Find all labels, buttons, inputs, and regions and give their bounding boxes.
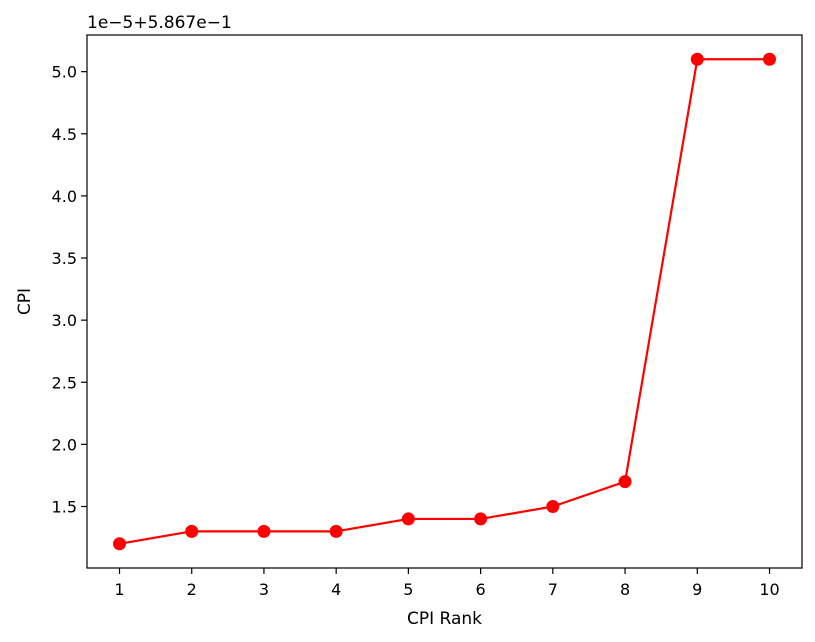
x-tick-label: 7 (548, 580, 558, 599)
y-axis-label: CPI (15, 288, 35, 315)
y-tick-label: 1.5 (52, 498, 77, 517)
x-tick-label: 5 (403, 580, 413, 599)
x-tick-label: 8 (620, 580, 630, 599)
y-axis-offset-text: 1e−5+5.867e−1 (87, 13, 232, 33)
data-point (763, 52, 776, 66)
x-tick-label: 3 (259, 580, 269, 599)
data-point (690, 52, 704, 66)
y-axis: 1.5 2.0 2.5 3.0 3.5 4.0 4.5 5.0 (52, 63, 87, 517)
x-tick-label: 10 (759, 580, 779, 599)
y-tick-label: 4.5 (52, 125, 77, 144)
data-point (401, 512, 415, 526)
x-axis-label: CPI Rank (407, 609, 482, 629)
y-tick-label: 2.5 (52, 373, 77, 392)
x-tick-label: 6 (476, 580, 486, 599)
data-point (185, 524, 199, 538)
y-tick-label: 5.0 (52, 63, 77, 82)
x-tick-label: 9 (692, 580, 702, 599)
y-tick-label: 2.0 (52, 435, 77, 454)
x-tick-label: 4 (331, 580, 341, 599)
series-line (119, 58, 770, 545)
x-tick-label: 1 (114, 580, 124, 599)
data-point (618, 475, 632, 489)
y-tick-label: 4.0 (52, 187, 77, 206)
plot-frame (86, 34, 803, 569)
y-tick-label: 3.5 (52, 249, 77, 268)
x-axis: 1 2 3 4 5 6 7 8 9 10 (114, 568, 780, 599)
data-point (329, 524, 343, 538)
data-point (257, 524, 271, 538)
data-point (113, 537, 126, 551)
data-point (546, 500, 560, 513)
x-tick-label: 2 (187, 580, 197, 599)
y-tick-label: 3.0 (52, 311, 77, 330)
data-point (474, 512, 488, 526)
plot-area (113, 52, 776, 551)
